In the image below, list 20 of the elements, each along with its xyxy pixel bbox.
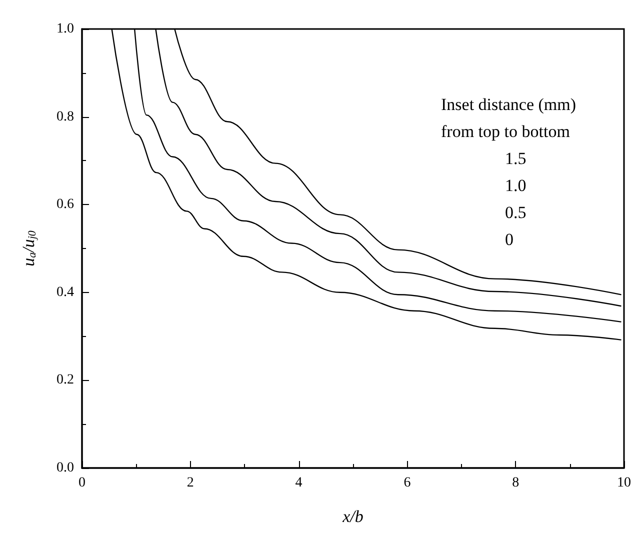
annotation: 0: [505, 230, 514, 249]
y-tick-label: 0.8: [56, 109, 74, 124]
annotation: from top to bottom: [441, 122, 570, 141]
x-tick-label: 4: [295, 476, 302, 490]
y-tick-label: 0.2: [56, 372, 74, 388]
y-axis-title: ua/uj0: [19, 230, 38, 266]
x-axis-title: x/b: [342, 507, 364, 526]
annotation: 1.5: [505, 149, 526, 168]
y-tick-label: 0.0: [56, 460, 74, 476]
x-tick-label: 2: [186, 476, 194, 490]
x-tick-label: 0: [78, 476, 86, 490]
x-tick-label: 6: [404, 476, 411, 490]
y-tick-label: 0.6: [56, 197, 74, 212]
annotation: Inset distance (mm): [441, 95, 576, 114]
y-tick-label: 1.0: [56, 22, 74, 36]
x-tick-label: 8: [512, 476, 520, 490]
annotation: 0.5: [505, 203, 526, 222]
x-tick-label: 10: [617, 476, 631, 490]
y-tick-label: 0.4: [56, 284, 74, 300]
annotation: 1.0: [505, 176, 526, 195]
